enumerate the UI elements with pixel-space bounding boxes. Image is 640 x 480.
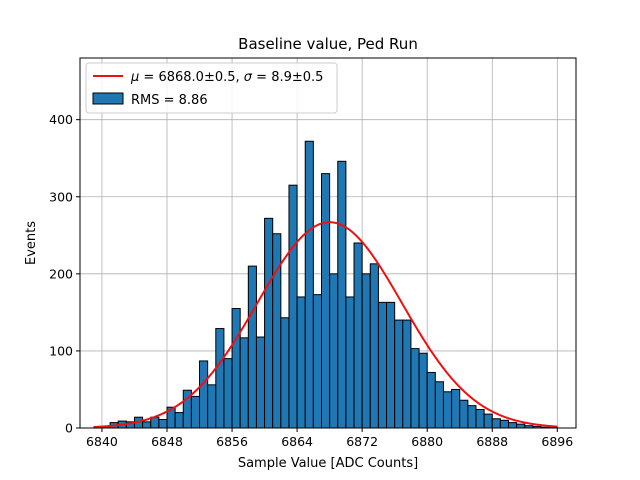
- histogram-bar: [508, 422, 518, 429]
- histogram-bar: [377, 301, 388, 429]
- histogram-bar: [255, 336, 266, 429]
- histogram-bar: [231, 308, 241, 429]
- x-tick-label: 6840: [86, 434, 118, 449]
- histogram-bar: [223, 358, 233, 429]
- histogram-bar: [459, 399, 469, 429]
- y-tick-label: 300: [49, 189, 73, 204]
- y-axis-label: Events: [24, 221, 39, 265]
- histogram-bar: [467, 405, 477, 429]
- histogram-bar: [199, 360, 209, 429]
- x-tick-label: 6864: [281, 434, 313, 449]
- histogram-bar: [158, 419, 168, 429]
- histogram-bar: [280, 317, 290, 429]
- x-tick-label: 6872: [346, 434, 378, 449]
- histogram-bar: [174, 412, 184, 429]
- histogram-bar: [353, 242, 363, 429]
- x-tick-label: 6888: [476, 434, 508, 449]
- histogram-bar: [451, 388, 461, 429]
- y-tick-label: 100: [49, 343, 73, 358]
- histogram-bar: [499, 419, 510, 429]
- legend-rms-label: RMS = 8.86: [131, 93, 208, 108]
- histogram-bar: [304, 140, 314, 429]
- histogram-bar: [264, 217, 274, 429]
- legend: μ = 6868.0±0.5, σ = 8.9±0.5 RMS = 8.86: [85, 62, 338, 114]
- histogram-bar: [475, 409, 485, 429]
- histogram-bar: [426, 372, 436, 429]
- legend-rms-patch: [92, 92, 124, 105]
- histogram-bar: [418, 352, 428, 429]
- histogram-bar: [361, 273, 371, 429]
- histogram-bar: [402, 319, 412, 429]
- x-axis-label: Sample Value [ADC Counts]: [238, 456, 418, 471]
- histogram-bar: [369, 263, 379, 429]
- y-tick-label: 400: [49, 112, 73, 127]
- histogram-bar: [329, 273, 339, 429]
- histogram-bar: [190, 395, 201, 429]
- x-tick-label: 6896: [541, 434, 573, 449]
- y-tick-label: 0: [65, 421, 73, 436]
- gaussian-fit-curve: [93, 221, 558, 428]
- chart-title: Baseline value, Ped Run: [238, 35, 418, 53]
- histogram-bar: [247, 265, 257, 429]
- histogram-bar: [386, 301, 396, 429]
- legend-fit-label: μ = 6868.0±0.5, σ = 8.9±0.5: [130, 70, 323, 85]
- histogram-bars: [93, 140, 558, 429]
- histogram-bar: [491, 418, 501, 429]
- histogram-bar: [296, 296, 306, 429]
- y-axis-ticks: 0 100 200 300 400: [49, 112, 80, 436]
- histogram-bar: [288, 184, 298, 429]
- histogram-bar: [434, 381, 444, 429]
- legend-sigma-value: 8.9±0.5: [271, 70, 323, 85]
- legend-box: [85, 62, 338, 114]
- y-tick-label: 200: [49, 266, 73, 281]
- histogram-bar: [142, 421, 152, 429]
- histogram-bar: [215, 328, 225, 429]
- histogram-bar: [312, 294, 322, 429]
- legend-mu-value: 6868.0±0.5: [158, 70, 235, 85]
- histogram-bar: [207, 384, 217, 429]
- histogram-bar: [337, 160, 347, 429]
- histogram-bar: [410, 348, 420, 429]
- x-tick-label: 6880: [411, 434, 443, 449]
- histogram-bar: [345, 296, 355, 429]
- histogram-bar: [516, 423, 526, 429]
- x-tick-label: 6848: [151, 434, 183, 449]
- histogram-bar: [272, 233, 282, 429]
- x-tick-label: 6856: [216, 434, 248, 449]
- histogram-bar: [239, 337, 249, 429]
- histogram-bar: [394, 319, 404, 429]
- histogram-bar: [320, 173, 331, 429]
- plot-frame: [79, 57, 577, 429]
- x-axis-ticks: 6840 6848 6856 6864 6872 6880 6888 6896: [86, 428, 573, 449]
- histogram-bar: [483, 413, 493, 429]
- histogram-bar: [442, 391, 453, 429]
